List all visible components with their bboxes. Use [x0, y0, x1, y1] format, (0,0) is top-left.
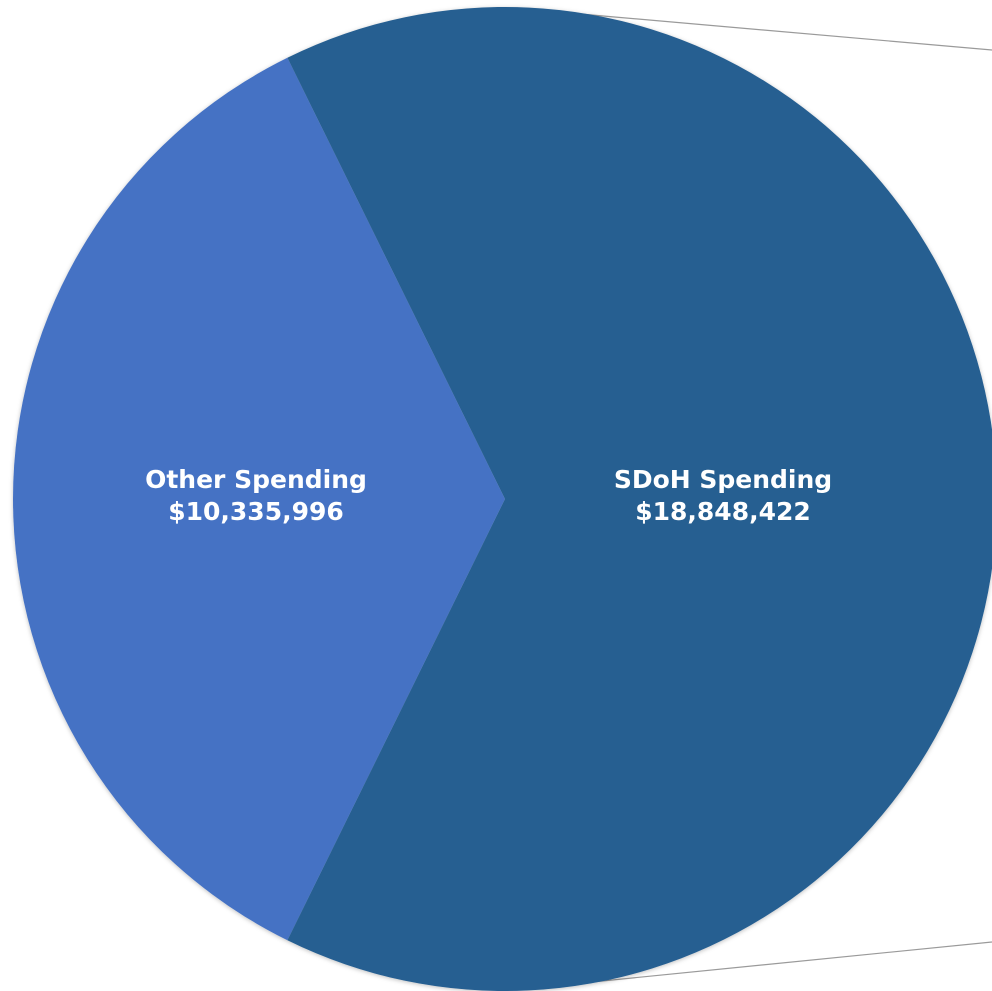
- slice-value: $18,848,422: [635, 497, 811, 526]
- slice-value: $10,335,996: [168, 497, 344, 526]
- pie-slice-sdoh-spending: [287, 7, 992, 991]
- slice-label-sdoh-spending: SDoH Spending $18,848,422: [614, 465, 832, 526]
- slice-name: Other Spending: [145, 465, 367, 494]
- slice-label-other-spending: Other Spending $10,335,996: [145, 465, 367, 526]
- pie-labels: Other Spending $10,335,996 SDoH Spending $1…: [145, 465, 832, 526]
- slice-name: SDoH Spending: [614, 465, 832, 494]
- pie-slices: [12, 7, 992, 991]
- pie-slice-other-spending: [12, 57, 506, 941]
